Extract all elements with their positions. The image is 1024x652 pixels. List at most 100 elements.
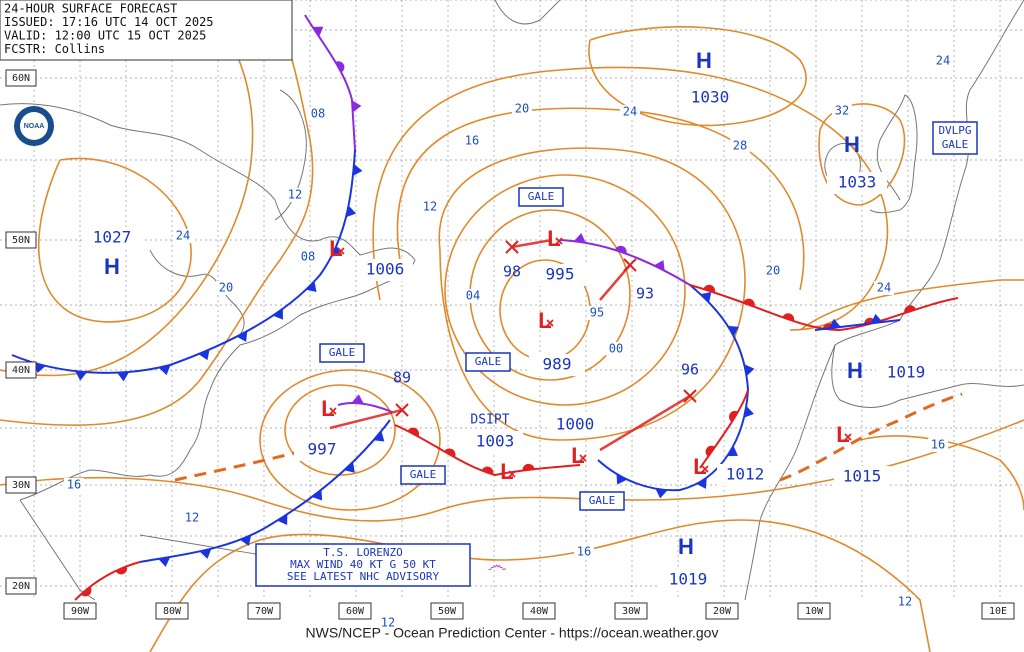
low-center-x [337, 247, 345, 255]
isobar-label: 12 [185, 511, 199, 525]
front-symbol [828, 318, 841, 329]
low-center-x [546, 319, 554, 327]
low-pressure: 1006 [366, 260, 405, 279]
isobar-label-bg [463, 289, 483, 303]
isobar-label: 12 [381, 616, 395, 630]
motion-arrow [511, 238, 553, 249]
front-symbol [117, 372, 130, 382]
front-symbol [700, 292, 712, 303]
front-line [814, 319, 901, 331]
isobar-label-bg [928, 438, 948, 452]
isobar-label-bg [933, 54, 953, 68]
front-symbol [199, 548, 212, 559]
isobar-label-bg [308, 107, 328, 121]
front-symbol [352, 163, 363, 176]
pressure-box [82, 227, 142, 249]
isobar-label-bg [173, 229, 193, 243]
forecast-pressure: 93 [636, 285, 654, 303]
isobar [799, 279, 1024, 331]
front-symbol [239, 535, 252, 546]
front-symbol [236, 331, 248, 342]
high-pressure: 1030 [691, 88, 730, 107]
low-pressure: 1003 [476, 432, 515, 451]
pressure-box [680, 87, 740, 109]
pressure-box [834, 466, 890, 488]
front-symbol [904, 305, 916, 314]
front-symbol [743, 298, 755, 307]
front-symbol [198, 349, 210, 361]
isobar-label: 04 [466, 289, 480, 303]
isobar-label: 20 [766, 264, 780, 278]
low-pressure: 1012 [726, 465, 765, 484]
warning-label: GALE [329, 346, 356, 359]
warning-box [319, 343, 365, 363]
footer: NWS/NCEP - Ocean Prediction Center - htt… [306, 625, 719, 641]
lon-label-box [614, 602, 648, 620]
low-symbol: L [321, 396, 334, 421]
lon-label: 60W [346, 606, 365, 617]
motion-arrow [599, 394, 691, 452]
front-symbol [743, 406, 754, 418]
pressure-box [529, 354, 585, 376]
lon-label-box [155, 602, 189, 620]
isobar [38, 157, 192, 323]
isobar-label: 16 [577, 545, 591, 559]
front-line [597, 284, 750, 492]
isobar-label: 08 [301, 250, 315, 264]
front-symbol [352, 100, 362, 113]
isobar-label-bg [874, 281, 894, 295]
front-symbol [729, 410, 739, 423]
isobar-label-bg [420, 200, 440, 214]
isobar-label-bg [832, 104, 852, 118]
high-pressure: 1033 [838, 173, 877, 192]
isobar-label: 12 [898, 595, 912, 609]
front-symbol [373, 431, 385, 442]
warning-label: GALE [942, 138, 969, 151]
pressure-box [876, 362, 936, 384]
storm-icon: ෴ [488, 553, 507, 577]
high-symbol: H [104, 254, 120, 279]
isobar [444, 174, 686, 406]
high-pressure: 1019 [887, 363, 926, 382]
lat-label-box [5, 476, 37, 494]
isobar-label-bg [730, 139, 750, 153]
lat-label-box [5, 231, 37, 249]
front-symbol [653, 260, 665, 271]
warning-label: GALE [589, 494, 616, 507]
advisory-box [255, 543, 471, 587]
status-label: DSIPT [470, 413, 509, 428]
isobar-label: 95 [590, 306, 604, 320]
warning-box [579, 491, 625, 511]
isobar-label: 24 [176, 229, 190, 243]
lon-label: 10E [989, 606, 1007, 617]
isobar-label-bg [587, 306, 607, 320]
high-pressure: 1027 [93, 228, 132, 247]
front-symbol [80, 586, 92, 597]
logo-text: NOAA [24, 123, 45, 130]
warning-label: DVLPG [938, 124, 971, 137]
labels: 60N 50N 40N 30N 20N 90W 80W 70W 60W 50W 40W 30W 20W 1… [5, 48, 1015, 630]
advisory-line: MAX WIND 40 KT G 50 KT [290, 558, 436, 571]
low-pressure: 1000 [556, 415, 595, 434]
front-symbol [870, 313, 883, 324]
forecast-pressure: 96 [681, 361, 699, 379]
isobar [859, 435, 1024, 511]
front-line [74, 561, 141, 601]
lon-label: 10W [805, 606, 824, 617]
front-line [304, 14, 356, 151]
isobar-label-bg [216, 281, 236, 295]
low-symbol: L [500, 459, 513, 484]
front-symbol [696, 478, 707, 489]
isobar-label: 16 [465, 134, 479, 148]
front-symbol [75, 371, 88, 381]
forecast-pressure: 98 [503, 263, 521, 281]
lon-label: 90W [71, 606, 90, 617]
isobar-label: 24 [936, 54, 950, 68]
low-symbol: L [836, 422, 849, 447]
isobar-label-bg [895, 595, 915, 609]
front-symbol [305, 281, 317, 292]
low-symbol: L [693, 454, 706, 479]
low-center-x [555, 237, 563, 245]
